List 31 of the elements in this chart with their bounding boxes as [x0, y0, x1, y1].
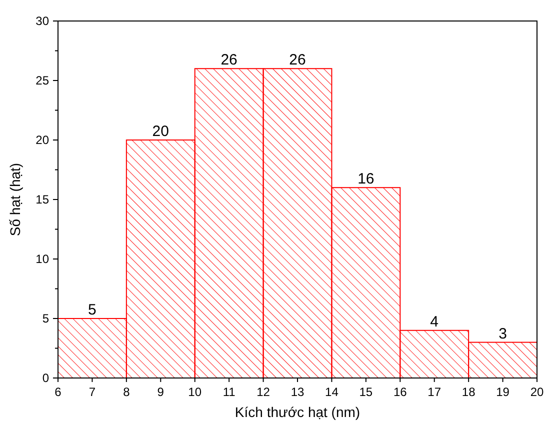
x-tick-label: 17	[428, 385, 442, 399]
x-tick-label: 14	[325, 385, 339, 399]
data-label: 16	[358, 170, 374, 188]
x-axis-title: Kích thước hạt (nm)	[234, 404, 360, 420]
x-tick-label: 8	[123, 385, 130, 399]
data-label: 5	[88, 302, 96, 318]
x-tick-label: 9	[157, 385, 164, 399]
y-tick-label: 0	[42, 371, 50, 385]
x-tick-label: 7	[88, 385, 96, 399]
y-tick-label: 5	[42, 312, 50, 326]
data-label: 26	[220, 52, 238, 69]
x-tick-label: 16	[393, 385, 408, 399]
x-tick-label: 18	[462, 385, 476, 399]
y-tick-label: 30	[36, 14, 50, 28]
y-tick-label: 25	[36, 74, 50, 88]
x-tick-label: 19	[496, 385, 510, 399]
y-axis-title: Số hạt (hạt)	[7, 162, 23, 236]
y-tick-label: 10	[36, 252, 50, 266]
x-tick-label: 11	[222, 385, 236, 399]
data-label: 4	[430, 313, 439, 330]
x-tick-label: 10	[188, 385, 202, 399]
y-tick-label: 20	[36, 133, 50, 147]
data-label: 3	[498, 325, 507, 342]
data-label: 26	[289, 52, 306, 69]
x-tick-label: 6	[54, 385, 62, 399]
x-tick-label: 20	[530, 385, 544, 399]
x-tick-label: 12	[256, 385, 270, 399]
x-tick-label: 13	[290, 385, 304, 399]
x-tick-label: 15	[359, 385, 373, 399]
data-label: 20	[152, 123, 169, 140]
y-tick-label: 15	[36, 192, 50, 206]
